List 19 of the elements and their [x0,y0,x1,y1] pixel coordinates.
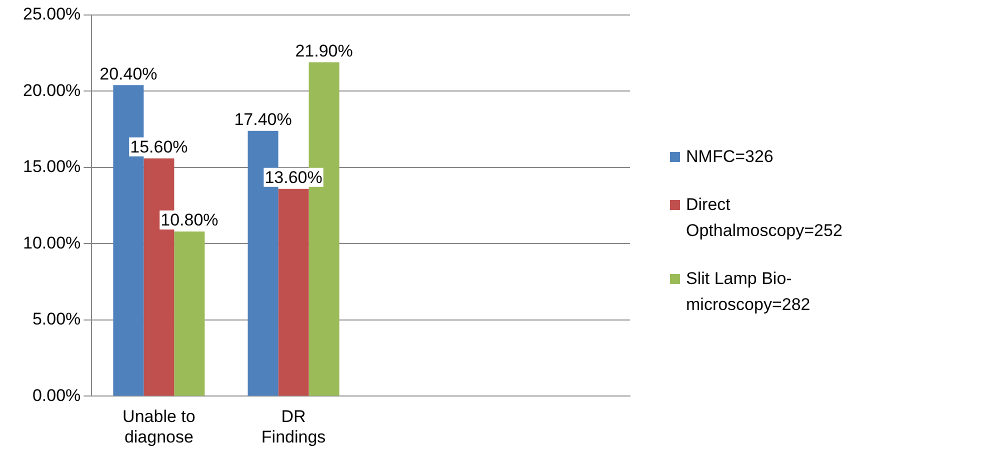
data-label: 21.90% [295,41,353,60]
legend-label: Slit Lamp Bio-microscopy=282 [686,268,812,316]
data-label: 20.40% [100,64,158,84]
y-tick-label: 15.00% [22,157,81,176]
data-label: 10.80% [160,210,218,230]
y-tick-label: 25.00% [22,4,81,24]
legend-label: Direct Opthalmoscopy=252 [686,194,844,242]
data-label: 15.60% [130,138,188,157]
y-tick-label: 5.00% [32,310,81,329]
y-tick-label: 0.00% [32,386,81,405]
x-tick-label: DR Findings [261,407,326,446]
data-label: 13.60% [264,168,322,188]
data-label: 17.40% [234,110,292,130]
bar [174,232,205,396]
y-tick-label: 10.00% [22,233,81,252]
y-tick-label: 20.00% [22,80,81,100]
legend-label: NMFC=326 [686,146,774,168]
x-tick-label: Unable to diagnose [122,407,196,446]
bar [278,188,309,396]
